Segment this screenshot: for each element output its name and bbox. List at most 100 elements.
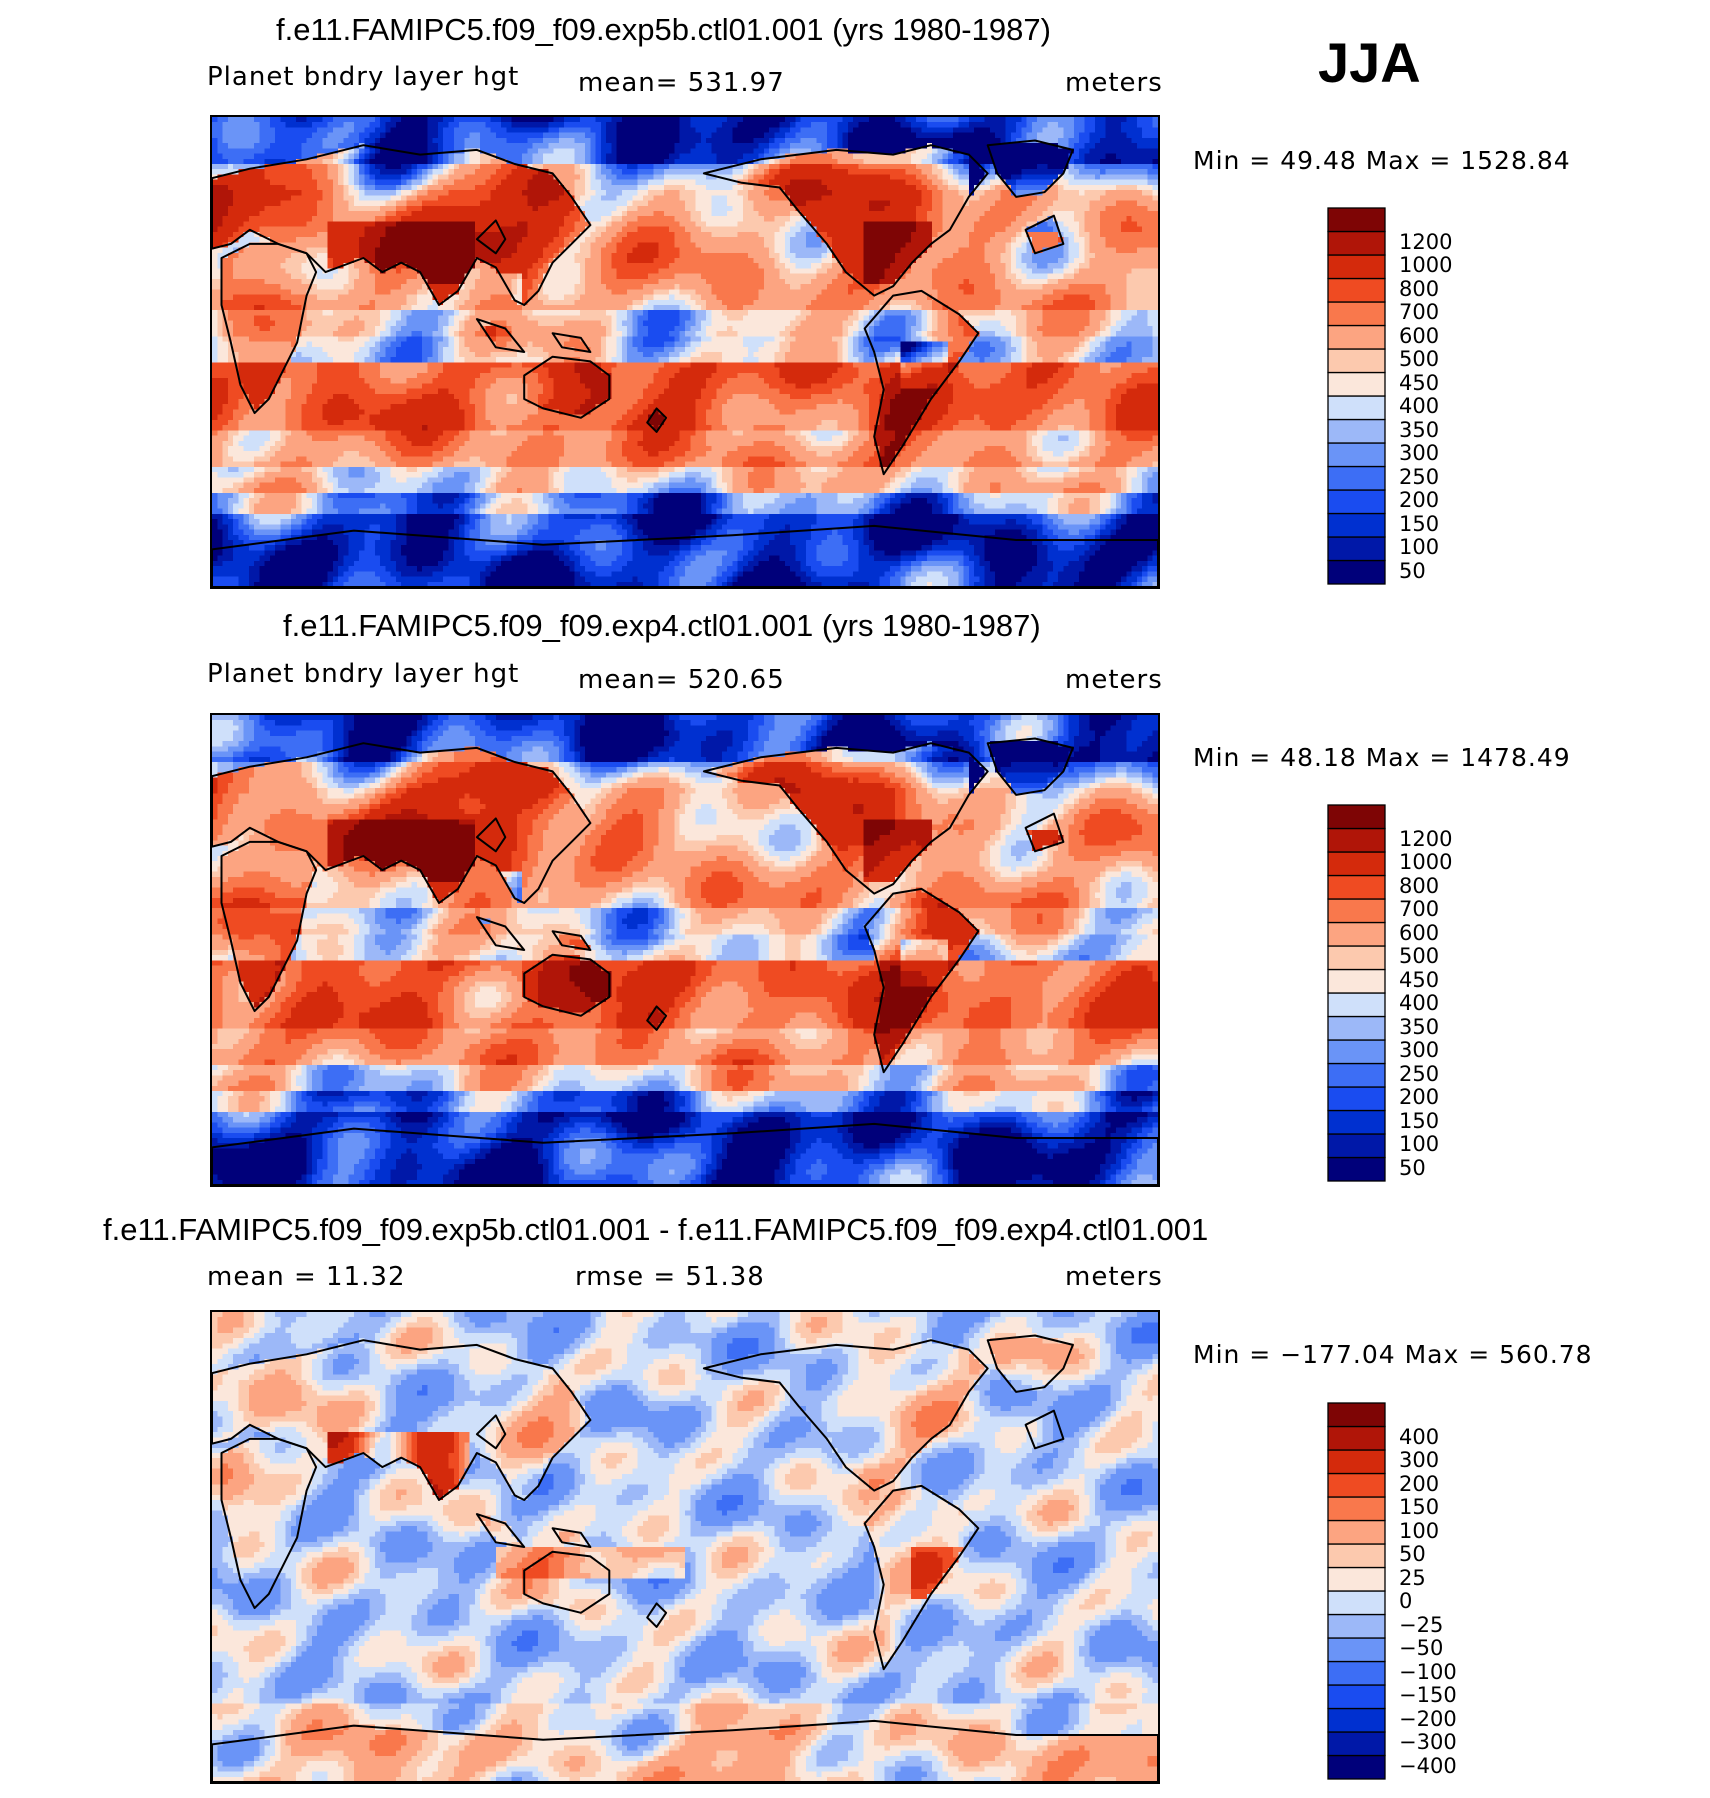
contour-cell — [548, 258, 555, 264]
contour-cell — [889, 461, 896, 468]
contour-cell — [317, 508, 323, 515]
contour-cell — [511, 746, 534, 753]
contour-cell — [932, 284, 959, 290]
contour-cell — [753, 352, 775, 358]
contour-cell — [543, 273, 581, 280]
contour-cell — [721, 383, 770, 390]
contour-cell — [595, 117, 613, 123]
contour-cell — [727, 211, 744, 217]
contour-cell — [932, 299, 1001, 306]
contour-cell — [522, 273, 528, 280]
contour-cell — [516, 545, 534, 552]
contour-cell — [590, 346, 602, 353]
contour-cell — [947, 503, 954, 510]
contour-cell — [390, 440, 413, 447]
contour-cell — [895, 715, 907, 721]
contour-cell — [1073, 751, 1101, 758]
contour-cell — [217, 148, 266, 155]
contour-cell — [353, 315, 360, 322]
contour-cell — [805, 550, 817, 557]
contour-cell — [606, 122, 618, 129]
contour-cell — [579, 715, 586, 721]
contour-cell — [1115, 414, 1158, 421]
contour-cell — [968, 320, 980, 327]
contour-cell — [910, 336, 923, 343]
contour-cell — [679, 305, 691, 311]
contour-cell — [558, 746, 565, 753]
contour-cell — [448, 320, 455, 327]
contour-cell — [1142, 503, 1158, 510]
contour-cell — [459, 325, 465, 332]
contour-cell — [774, 498, 796, 505]
contour-cell — [585, 158, 591, 165]
contour-cell — [238, 493, 250, 499]
contour-cell — [543, 425, 560, 431]
contour-cell — [522, 751, 549, 758]
contour-cell — [222, 278, 266, 285]
contour-cell — [448, 529, 460, 536]
contour-cell — [406, 378, 434, 384]
contour-cell — [642, 540, 655, 546]
contour-cell — [537, 205, 576, 212]
contour-cell — [727, 746, 744, 753]
contour-cell — [406, 508, 418, 515]
contour-cell — [1131, 477, 1143, 484]
contour-cell — [663, 419, 697, 426]
contour-cell — [443, 299, 455, 306]
contour-cell — [984, 174, 996, 181]
contour-cell — [1152, 346, 1158, 353]
contour-cell — [390, 127, 429, 134]
contour-cell — [579, 571, 597, 578]
contour-cell — [453, 498, 465, 505]
contour-cell — [732, 205, 744, 212]
contour-cell — [1105, 336, 1112, 343]
contour-cell — [443, 331, 450, 337]
contour-cell — [658, 268, 765, 275]
contour-cell — [763, 524, 786, 531]
contour-cell — [658, 477, 670, 484]
contour-cell — [590, 158, 597, 165]
contour-cell — [490, 524, 523, 531]
contour-cell — [290, 273, 308, 280]
contour-cell — [1100, 320, 1112, 327]
contour-cell — [795, 336, 833, 343]
contour-cell — [280, 294, 308, 301]
contour-cell — [359, 137, 366, 144]
contour-cell — [905, 581, 912, 587]
contour-cell — [332, 331, 360, 337]
contour-cell — [679, 252, 749, 259]
contour-cell — [984, 503, 1007, 510]
contour-cell — [238, 252, 292, 259]
contour-cell — [1126, 378, 1158, 384]
contour-cell — [495, 715, 534, 721]
contour-cell — [1068, 237, 1075, 243]
contour-cell — [958, 174, 970, 181]
contour-cell — [374, 153, 429, 160]
contour-cell — [432, 440, 450, 447]
contour-cell — [637, 498, 649, 505]
contour-cell — [595, 164, 602, 170]
contour-cell — [233, 440, 239, 447]
contour-cell — [212, 498, 218, 505]
contour-cell — [227, 466, 239, 473]
contour-cell — [248, 741, 323, 747]
contour-cell — [900, 341, 917, 348]
contour-cell — [790, 566, 802, 572]
contour-cell — [837, 399, 844, 405]
contour-cell — [616, 315, 628, 322]
contour-cell — [343, 174, 350, 181]
contour-cell — [527, 503, 539, 510]
contour-cell — [1026, 383, 1038, 390]
contour-cell — [590, 148, 597, 155]
contour-cell — [1094, 529, 1101, 536]
contour-cell — [958, 576, 965, 583]
contour-cell — [448, 315, 455, 322]
contour-cell — [974, 341, 991, 348]
contour-cell — [763, 237, 775, 243]
contour-cell — [301, 540, 334, 546]
contour-cell — [858, 346, 870, 353]
contour-cell — [958, 184, 970, 191]
contour-cell — [795, 435, 807, 442]
contour-cell — [974, 325, 1007, 332]
contour-cell — [427, 735, 439, 742]
